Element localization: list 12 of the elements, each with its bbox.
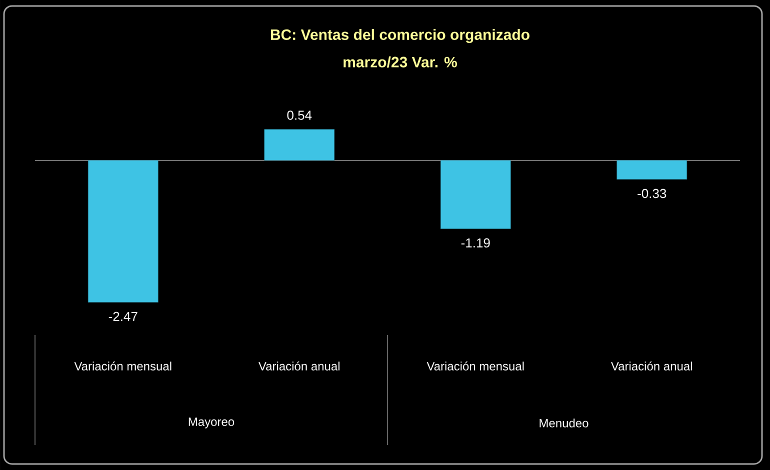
x-tick-label: Variación anual — [611, 362, 692, 370]
text: Menudeo — [540, 418, 588, 428]
data-label: -0.33 — [638, 188, 666, 198]
data-label: -2.47 — [108, 312, 138, 321]
x-tick-label: Variación anual — [258, 362, 340, 370]
data-label: -1.19 — [461, 238, 490, 248]
chart-title: BC: Ventas del comercio organizado — [270, 28, 530, 44]
chart-subtitle: marzo/23 Var. % — [344, 56, 457, 68]
x-tick-label: Variación mensual — [74, 362, 172, 370]
text: Mayoreo — [188, 418, 234, 428]
data-label: 0.54 — [287, 110, 312, 120]
x-tick-label: Variación mensual — [426, 362, 524, 370]
